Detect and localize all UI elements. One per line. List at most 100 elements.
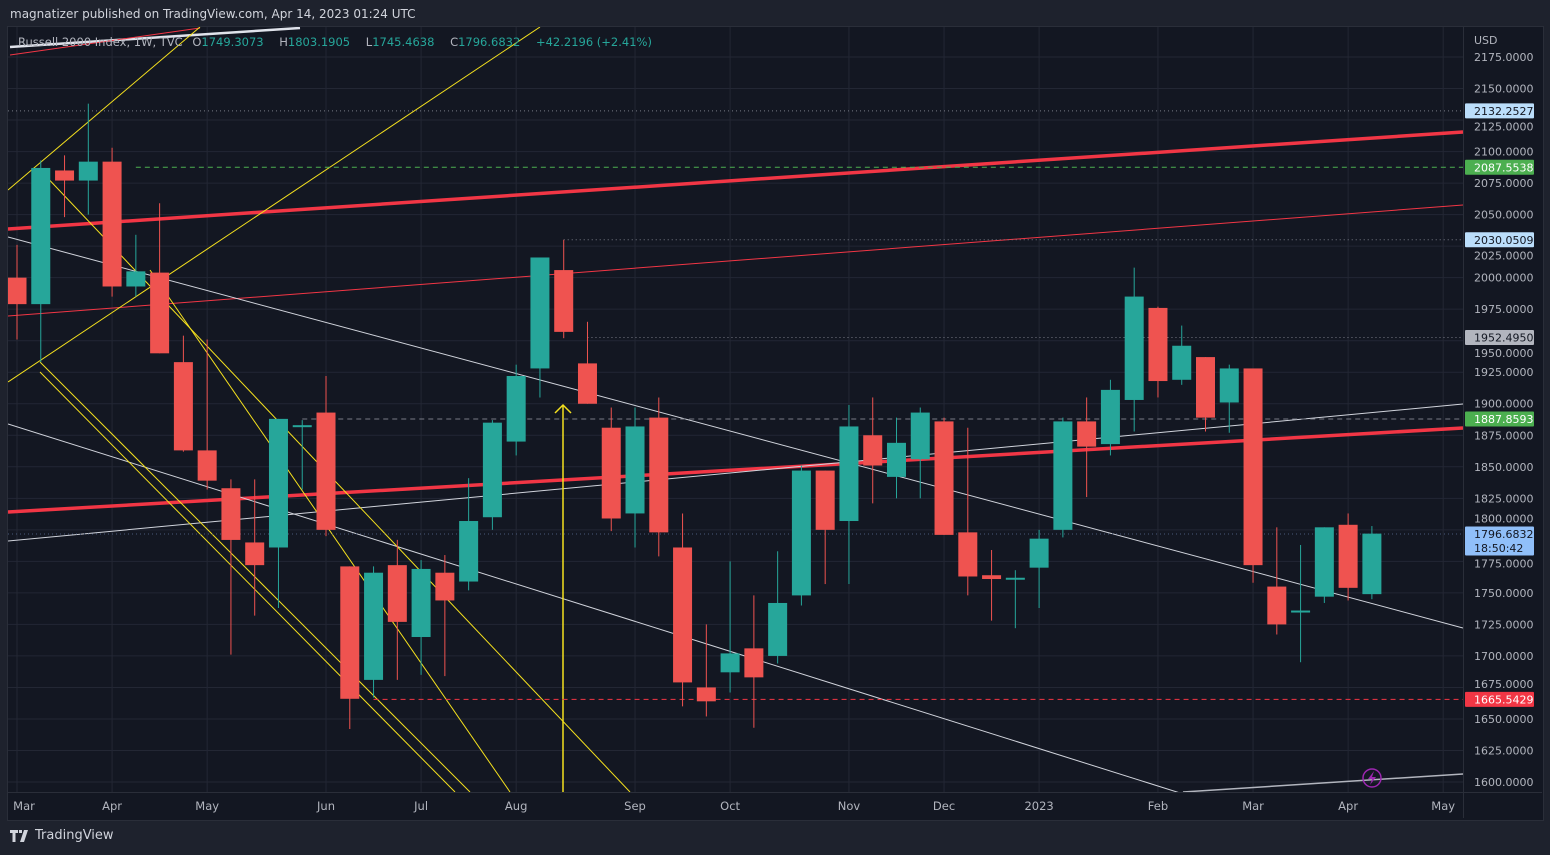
legend-symbol[interactable]: Russell 2000 Index, 1W, TVC — [18, 35, 183, 49]
y-tick-label: 1850.0000 — [1474, 461, 1534, 474]
x-tick-label: May — [195, 799, 219, 813]
candle-body — [1077, 421, 1097, 447]
y-tick-label: 1625.0000 — [1474, 744, 1534, 757]
y-tick-label: 2025.0000 — [1474, 249, 1534, 262]
x-tick-label: Feb — [1148, 799, 1168, 813]
candle-body — [173, 362, 193, 451]
candle-body — [1029, 538, 1049, 568]
candle-body — [863, 435, 883, 466]
chart-frame[interactable] — [7, 26, 1544, 821]
legend-low: 1745.4638 — [372, 35, 435, 49]
candle-body — [245, 542, 265, 566]
candle-body — [78, 161, 98, 181]
tradingview-logo-icon — [10, 829, 28, 842]
price-label-badge — [1465, 232, 1534, 248]
candle-body — [31, 167, 51, 305]
trendline-white-1 — [8, 236, 1463, 629]
trendline-yellow-6 — [149, 269, 511, 792]
trendline-red-top — [9, 27, 201, 56]
candle-body — [197, 450, 217, 481]
price-label-badge — [1465, 691, 1534, 707]
candle-body — [815, 470, 835, 530]
candle-body — [126, 271, 146, 287]
candle-body — [791, 470, 811, 596]
currency-label: USD — [1474, 34, 1498, 47]
candle-body — [1267, 586, 1287, 625]
candle-body — [1291, 610, 1311, 613]
price-label-text: 1796.6832 — [1474, 528, 1534, 541]
candle-body — [340, 566, 360, 699]
candle-body — [221, 488, 241, 540]
candle-body — [1219, 368, 1239, 403]
price-label-badge — [1465, 330, 1534, 346]
candle-body — [910, 412, 930, 460]
candle-body — [459, 521, 479, 582]
x-tick-label: 2023 — [1024, 799, 1053, 813]
trendline-white-4 — [1182, 773, 1463, 792]
candle-body — [506, 376, 526, 442]
y-tick-label: 1875.0000 — [1474, 429, 1534, 442]
x-tick-label: Jun — [316, 799, 335, 813]
x-tick-label: Mar — [1242, 799, 1264, 813]
candle-body — [673, 547, 693, 683]
candle-body — [292, 425, 312, 428]
price-label-text: 2087.5538 — [1474, 161, 1534, 174]
candle-body — [839, 426, 859, 522]
trendline-red-lower — [8, 426, 1463, 514]
trendline-yellow-1 — [8, 27, 201, 191]
legend-l-label: L — [365, 35, 373, 49]
y-tick-label: 2150.0000 — [1474, 83, 1534, 96]
price-label-text: 1952.4950 — [1474, 332, 1534, 345]
price-label-text: 1665.5429 — [1474, 693, 1534, 706]
candle-body — [150, 272, 170, 354]
legend-c-label: C — [450, 35, 459, 49]
plot-area — [8, 27, 1463, 792]
x-tick-label: Nov — [838, 799, 861, 813]
candle-body — [1243, 368, 1263, 566]
candle-body — [696, 687, 716, 702]
candle-body — [768, 602, 788, 656]
candle-body — [554, 270, 574, 332]
legend-o-label: O — [192, 35, 202, 49]
candle-body — [387, 565, 407, 622]
candle-body — [982, 575, 1002, 580]
y-tick-label: 1975.0000 — [1474, 303, 1534, 316]
candle-body — [55, 170, 75, 181]
x-tick-label: Apr — [1338, 799, 1358, 813]
trendline-white-2 — [8, 423, 1179, 792]
y-tick-label: 1775.0000 — [1474, 558, 1534, 571]
y-tick-label: 2175.0000 — [1474, 51, 1534, 64]
legend-h-label: H — [279, 35, 288, 49]
y-tick-label: 1900.0000 — [1474, 398, 1534, 411]
price-label-badge — [1465, 411, 1534, 427]
lightning-bolt-icon — [1368, 771, 1376, 785]
candle-body — [601, 427, 621, 519]
brand-name: TradingView — [35, 828, 114, 843]
candle-body — [1053, 421, 1073, 530]
candle-body — [577, 363, 597, 404]
candle-body — [435, 572, 455, 601]
candle-body — [1172, 345, 1192, 380]
x-tick-label: Apr — [102, 799, 122, 813]
y-tick-label: 1600.0000 — [1474, 776, 1534, 789]
trendline-yellow-2 — [8, 27, 541, 383]
tradingview-logo[interactable]: TradingView — [10, 828, 114, 843]
y-tick-label: 1825.0000 — [1474, 492, 1534, 505]
x-tick-label: Aug — [505, 799, 527, 813]
price-label-badge — [1465, 159, 1534, 175]
legend-close: 1796.6832 — [458, 35, 521, 49]
trendline-white-3 — [8, 403, 1463, 542]
y-tick-label: 1750.0000 — [1474, 587, 1534, 600]
lightning-event-icon[interactable] — [1362, 768, 1382, 788]
y-tick-label: 1700.0000 — [1474, 650, 1534, 663]
candle-body — [934, 421, 954, 535]
candle-body — [1124, 296, 1144, 400]
price-label-badge — [1465, 526, 1534, 556]
candle-body — [316, 412, 336, 530]
candle-body — [411, 568, 431, 638]
candle-body — [720, 653, 740, 673]
candle-body — [1362, 533, 1382, 595]
candle-body — [625, 426, 645, 514]
legend-high: 1803.1905 — [287, 35, 351, 49]
